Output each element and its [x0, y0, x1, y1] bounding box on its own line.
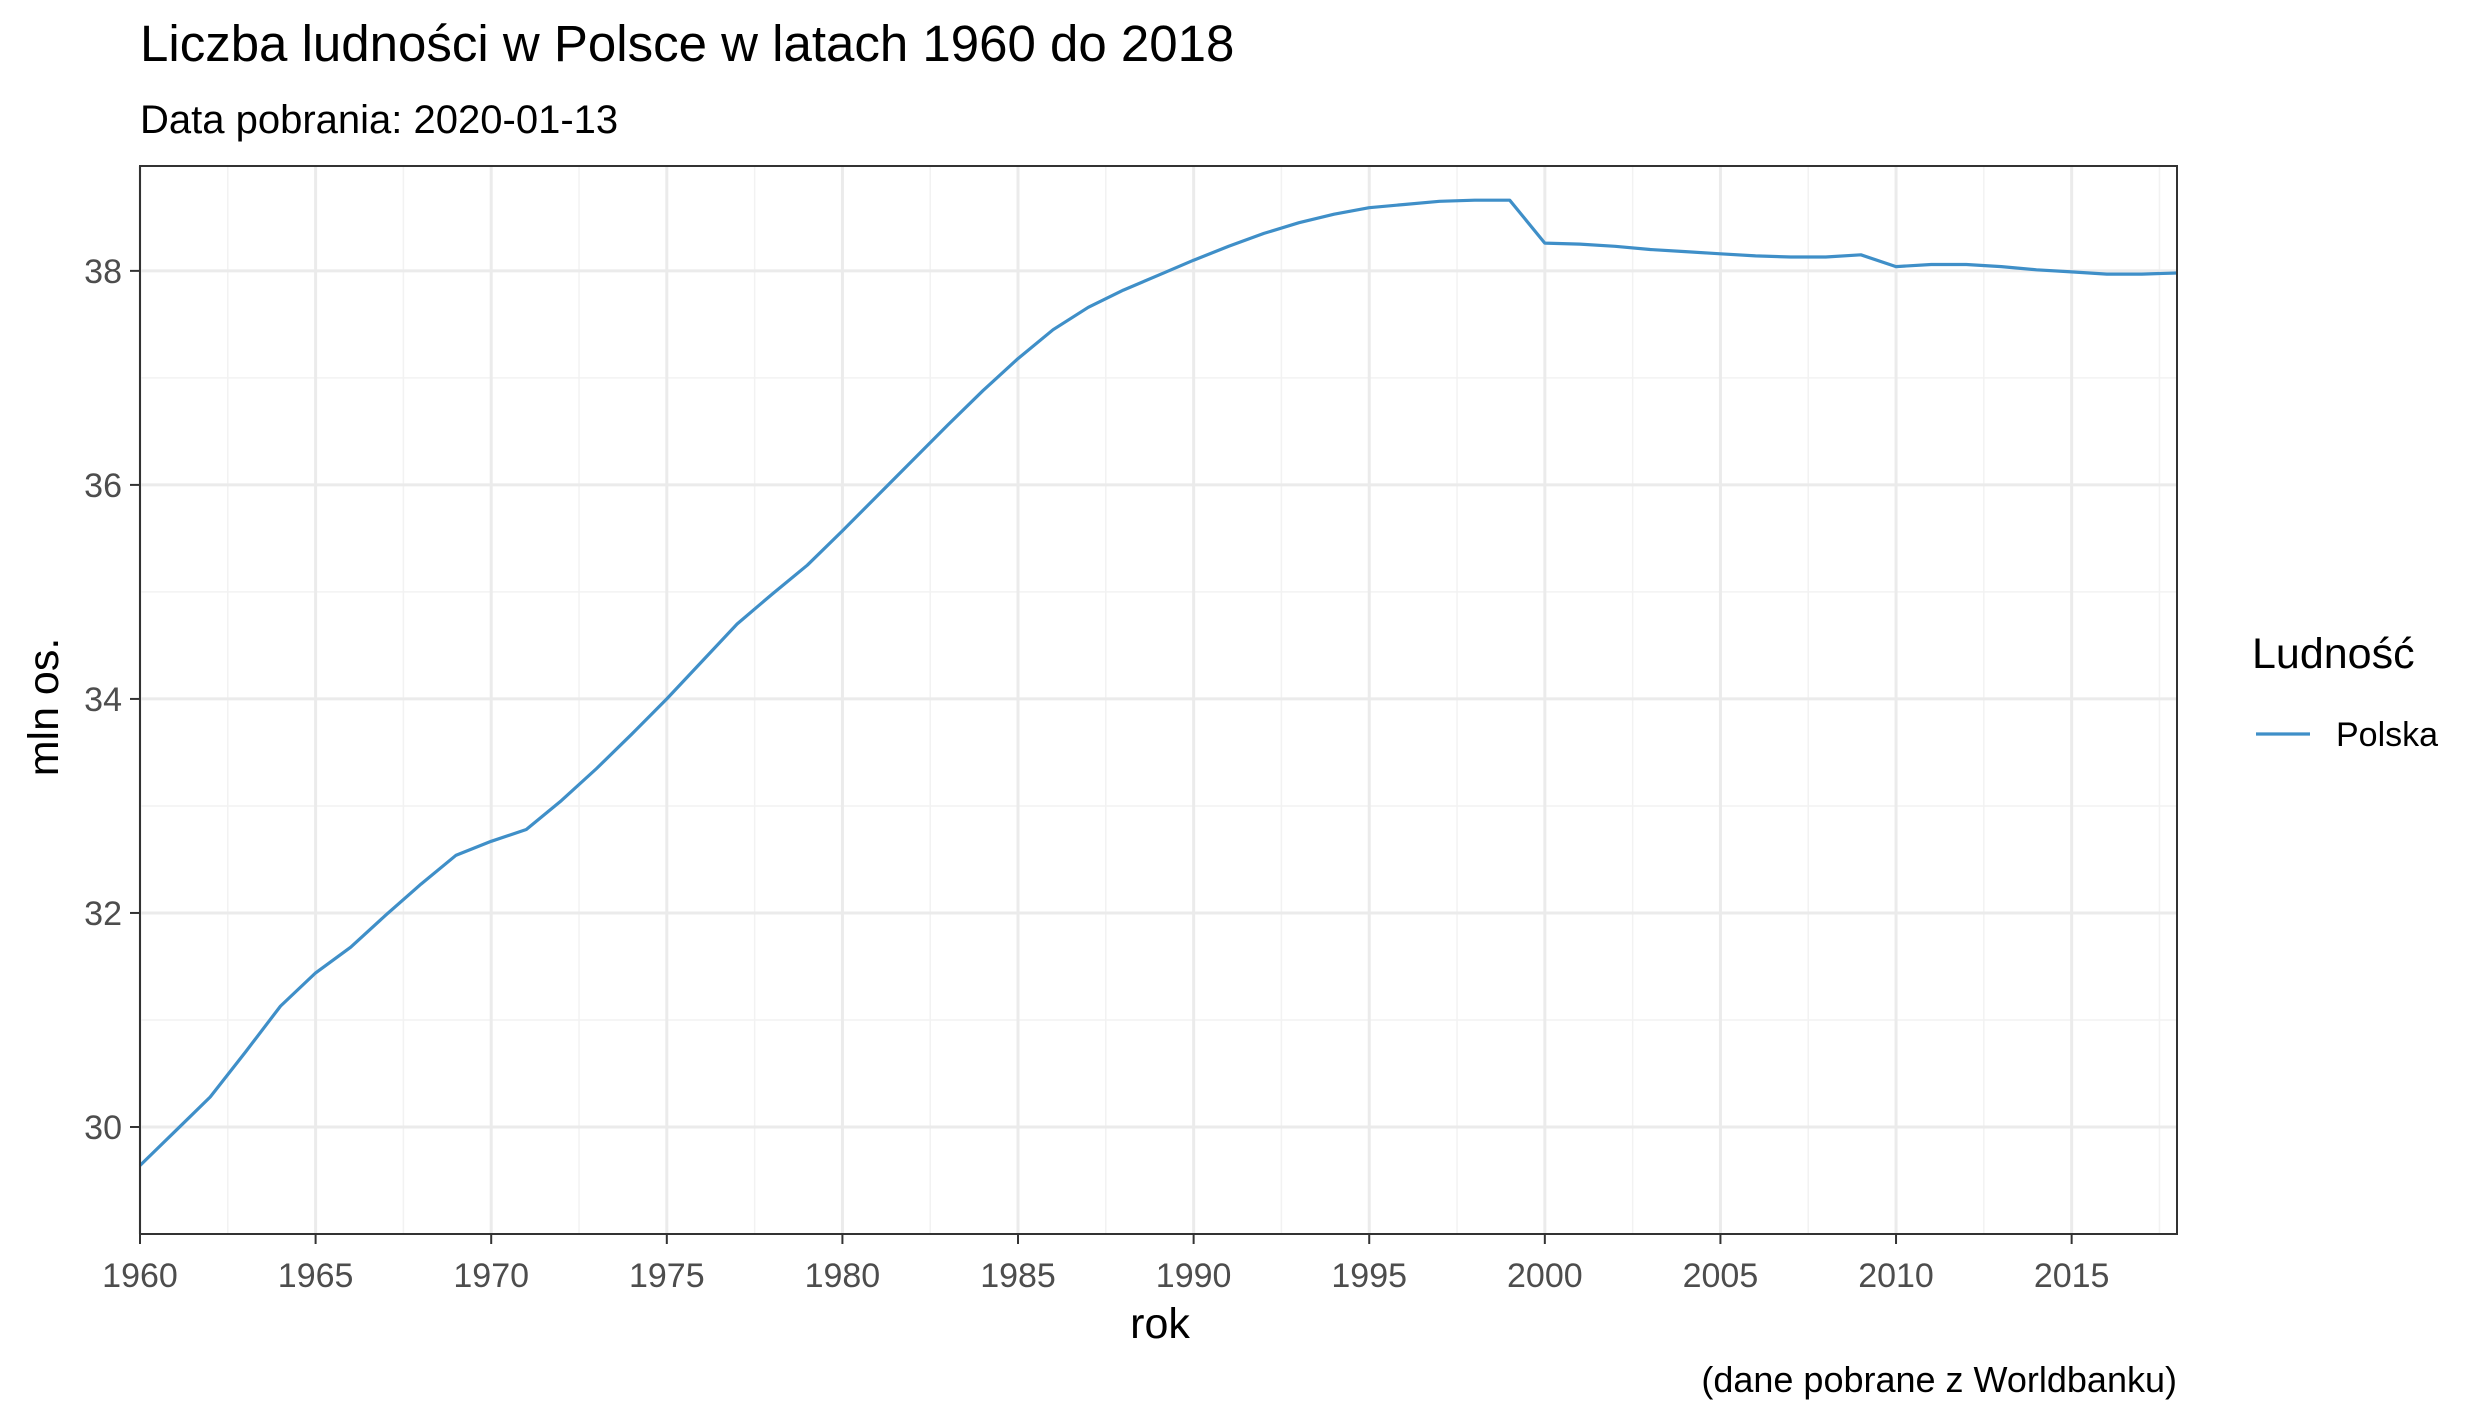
x-tick-label: 1960: [102, 1257, 178, 1295]
legend: Ludność Polska: [2252, 630, 2438, 754]
y-axis-title: mln os.: [20, 638, 68, 777]
y-tick-label: 34: [84, 681, 122, 719]
x-axis-title: rok: [1130, 1300, 1190, 1348]
x-tick-label: 1970: [453, 1257, 529, 1295]
y-tick-label: 32: [84, 895, 122, 933]
chart-subtitle: Data pobrania: 2020-01-13: [140, 98, 618, 142]
x-axis: 1960 1965 1970 1975 1980 1985 1990 1995 2000 2005…: [102, 1234, 2109, 1295]
x-tick-label: 1980: [805, 1257, 881, 1295]
x-tick-label: 1995: [1331, 1257, 1407, 1295]
y-tick-label: 38: [84, 253, 122, 291]
x-tick-label: 2010: [1858, 1257, 1934, 1295]
x-tick-label: 2000: [1507, 1257, 1583, 1295]
legend-label: Polska: [2336, 716, 2438, 754]
legend-items: Polska: [2256, 716, 2438, 754]
x-tick-label: 1985: [980, 1257, 1056, 1295]
major-gridlines: [138, 166, 2177, 1234]
legend-title: Ludność: [2252, 630, 2415, 678]
x-tick-label: 2005: [1683, 1257, 1759, 1295]
x-tick-label: 2015: [2034, 1257, 2110, 1295]
chart-caption: (dane pobrane z Worldbanku): [1701, 1359, 2177, 1400]
x-tick-label: 1965: [278, 1257, 354, 1295]
series-layer: [138, 198, 2178, 1167]
x-tick-label: 1975: [629, 1257, 705, 1295]
y-axis: 30 32 34 36 38: [84, 253, 140, 1147]
x-tick-label: 1990: [1156, 1257, 1232, 1295]
y-tick-label: 36: [84, 467, 122, 505]
chart-title: Liczba ludności w Polsce w latach 1960 d…: [140, 15, 1234, 72]
y-tick-label: 30: [84, 1109, 122, 1147]
series-line-polska: [138, 198, 2178, 1167]
plot-panel-border: [139, 165, 2178, 1235]
